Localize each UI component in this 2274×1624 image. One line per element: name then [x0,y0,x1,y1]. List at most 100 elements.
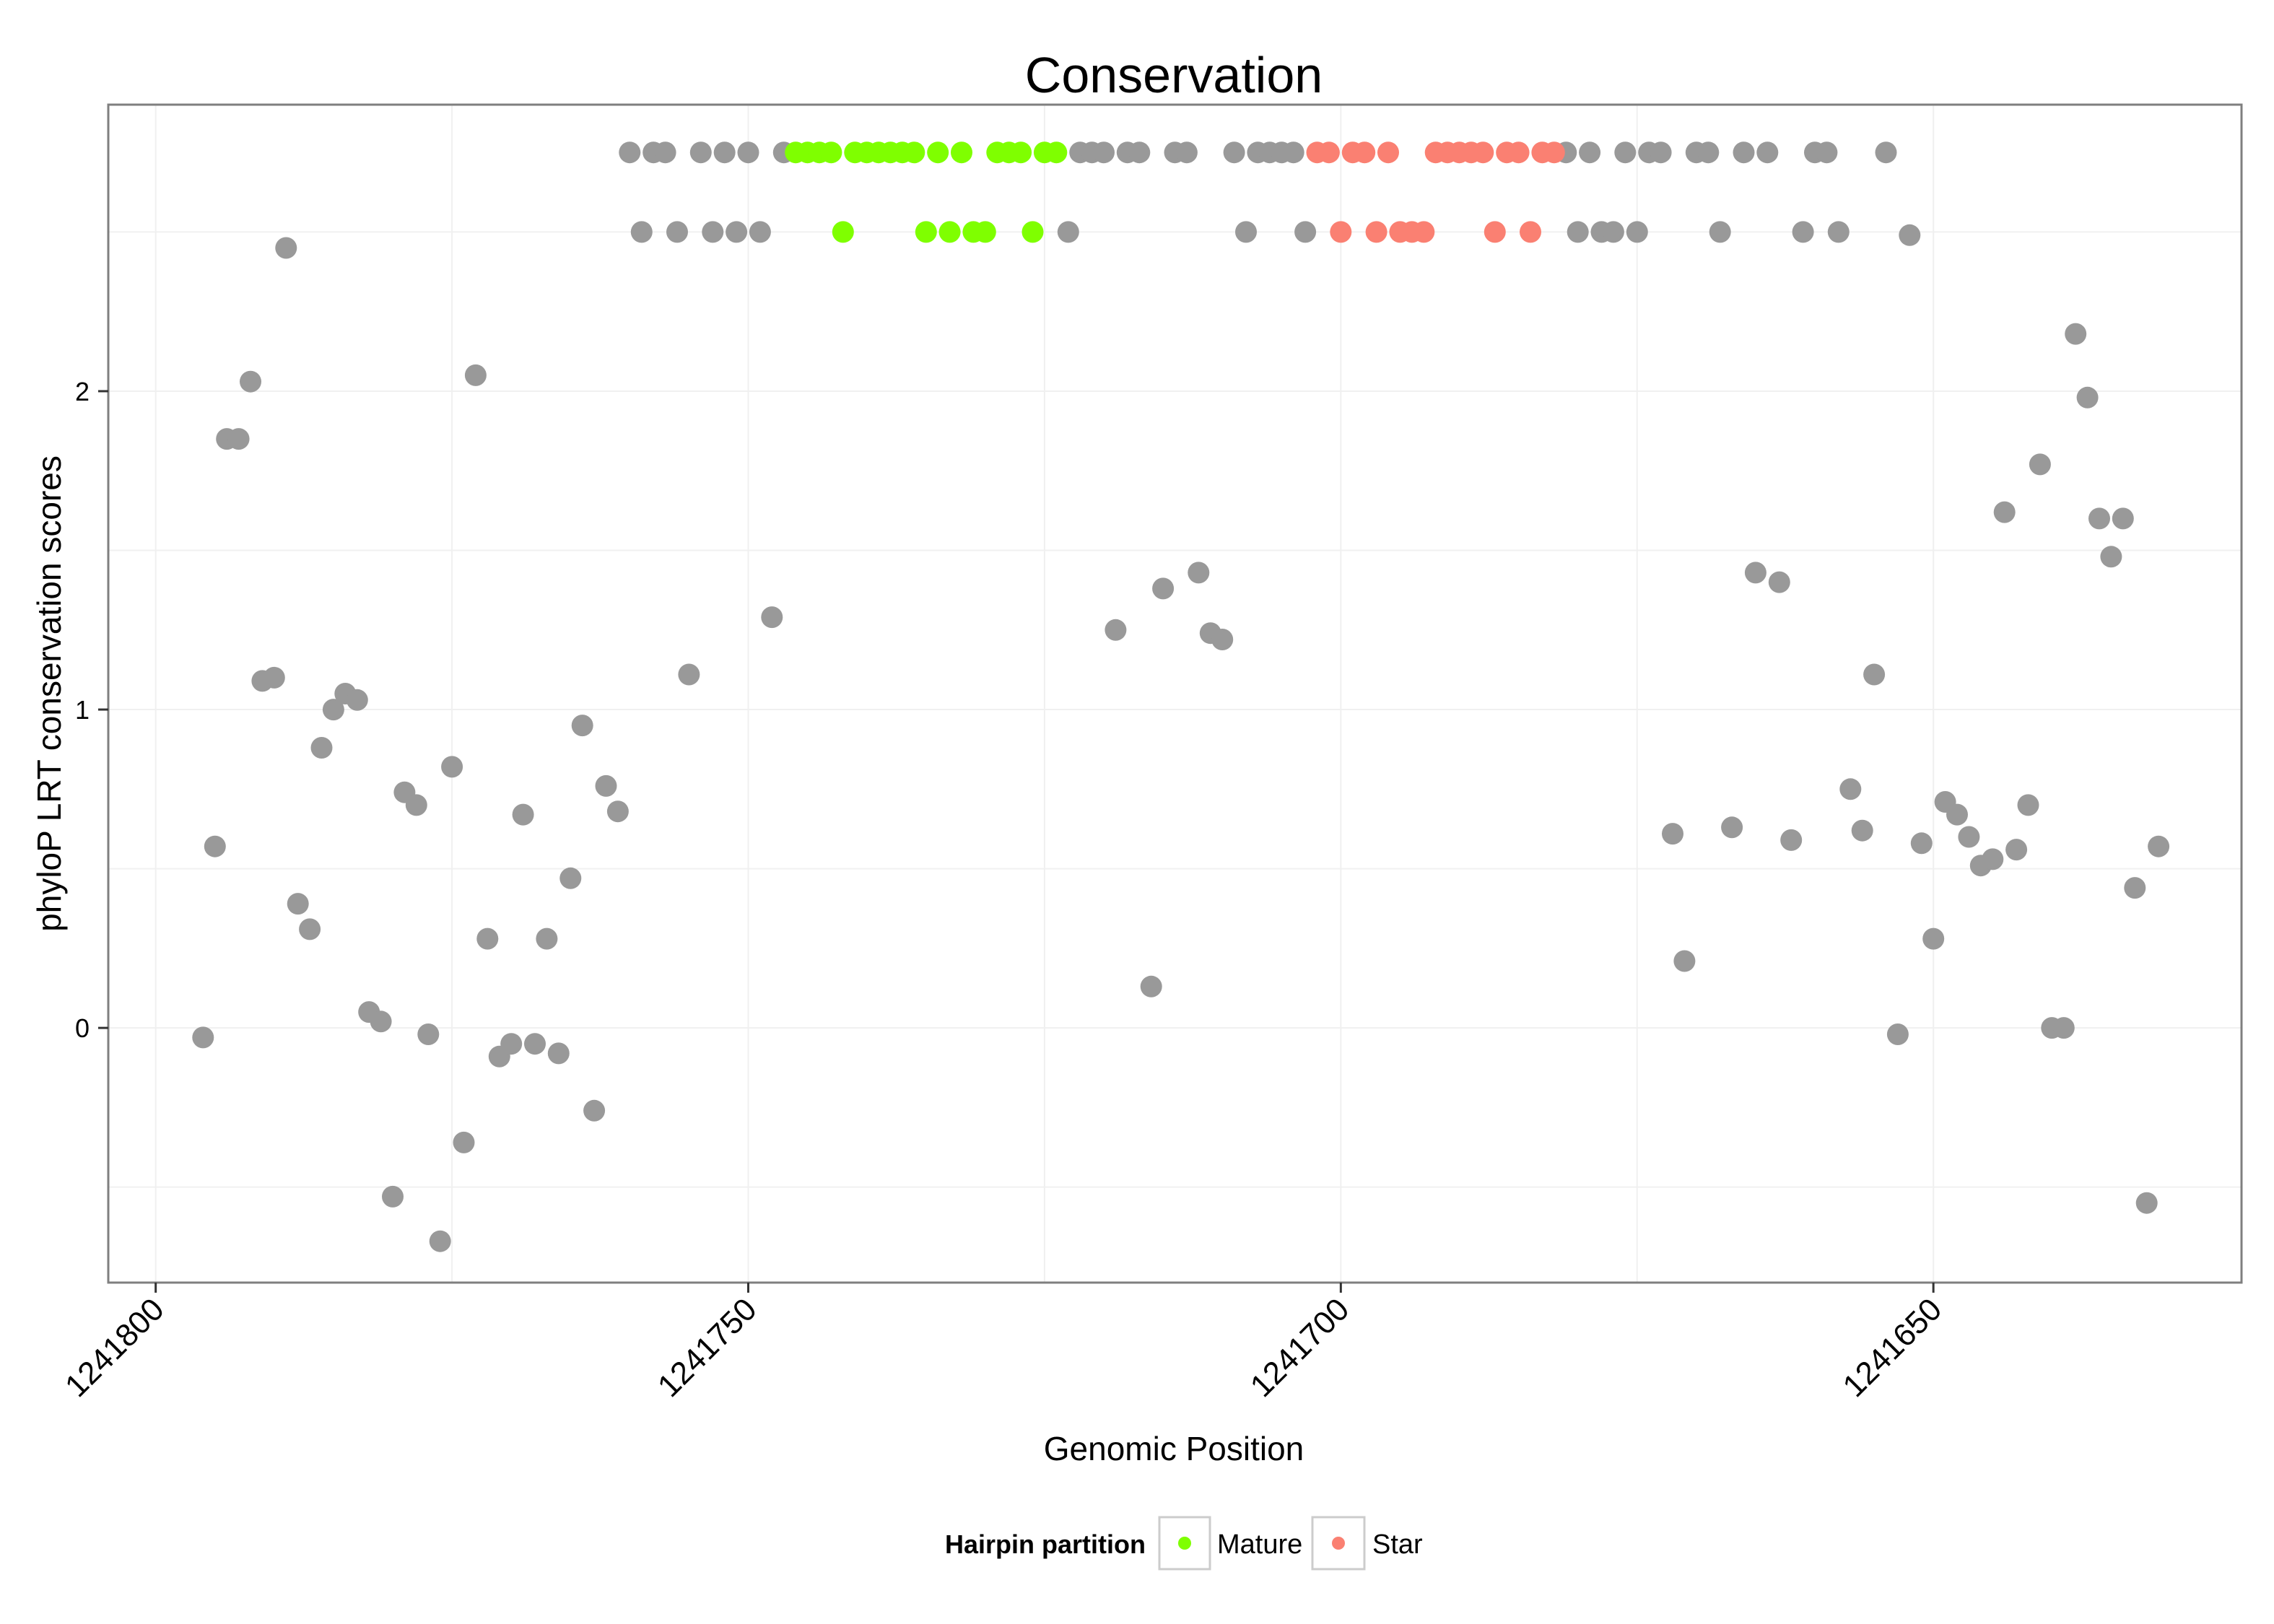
data-point-other [654,141,676,164]
data-point-other [227,428,250,450]
data-point-other [571,715,593,737]
data-point-other [310,737,333,759]
data-point-other [1875,141,1897,164]
data-point-other [275,237,297,259]
data-point-other [726,221,748,243]
axes: 1241800 1241750 1241700 1241650 0 1 2 [58,377,1948,1404]
data-point-mature [1010,141,1032,164]
data-point-other [1768,571,1790,593]
data-point-other [1673,950,1696,972]
data-point-mature [915,221,937,243]
data-point-mature [938,221,961,243]
data-point-other [1958,826,1980,848]
grid-lines [108,105,2242,1283]
data-point-other [761,606,783,629]
data-point-star [1365,221,1388,243]
data-point-other [2112,507,2134,530]
data-point-other [1093,141,1115,164]
data-point-other [1863,663,1886,686]
data-point-other [2065,323,2087,345]
data-point-star [1507,141,1530,164]
data-point-other [749,221,771,243]
data-point-other [1899,224,1921,246]
data-point-other [1910,832,1933,855]
data-point-other [2005,839,2028,861]
data-point-other [689,141,712,164]
data-point-other [1152,577,1175,600]
data-point-other [737,141,759,164]
data-point-other [263,666,285,689]
data-point-other [1140,975,1162,997]
data-point-other [1175,141,1198,164]
data-point-other [441,756,463,778]
data-point-other [559,867,582,889]
data-point-other [547,1042,570,1065]
data-point-other [1697,141,1720,164]
data-point-other [1567,221,1589,243]
data-point-other [192,1026,214,1049]
data-point-other [1946,803,1968,826]
data-point-other [287,893,309,915]
x-tick-label: 1241650 [1836,1291,1948,1404]
data-point-other [2100,546,2122,568]
data-point-other [2052,1017,2075,1039]
chart-title: Conservation [1025,47,1323,103]
data-point-other [630,221,653,243]
data-points [192,141,2170,1252]
legend-title: Hairpin partition [945,1529,1146,1559]
data-point-other [2135,1192,2158,1214]
data-point-other [1282,141,1304,164]
data-point-other [1922,927,1945,950]
data-point-other [1733,141,1755,164]
data-point-other [500,1033,523,1055]
data-point-other [1662,823,1683,845]
data-point-other [405,794,427,816]
data-point-other [1827,221,1850,243]
data-point-other [1294,221,1317,243]
legend-label-star: Star [1372,1529,1423,1560]
data-point-other [1993,501,2016,523]
data-point-other [713,141,736,164]
data-point-mature [820,141,842,164]
data-point-other [2076,386,2099,409]
x-tick-label: 1241800 [58,1291,171,1404]
data-point-other [1709,221,1731,243]
data-point-other [1602,221,1624,243]
x-tick-label: 1241700 [1244,1291,1356,1404]
data-point-other [1614,141,1637,164]
data-point-other [346,689,368,711]
data-point-other [536,927,558,950]
data-point-other [619,141,641,164]
y-axis-title: phyloP LRT conservation scores [30,455,68,932]
data-point-other [382,1185,404,1208]
data-point-other [1780,829,1803,851]
data-point-mature [1045,141,1068,164]
data-point-other [299,918,321,940]
data-point-other [1211,629,1234,650]
data-point-other [476,927,499,950]
data-point-star [1330,221,1352,243]
data-point-other [1188,562,1210,584]
data-point-star [1354,141,1376,164]
data-point-other [2029,453,2051,476]
data-point-other [1886,1023,1909,1045]
legend-dot-star [1332,1537,1345,1550]
data-point-other [370,1010,392,1033]
data-point-other [2088,507,2110,530]
data-point-other [1721,816,1743,839]
data-point-other [1851,819,1873,842]
data-point-other [2148,835,2170,857]
data-point-other [1105,619,1127,641]
data-point-other [678,663,700,686]
data-point-other [583,1099,606,1122]
data-point-star [1543,141,1565,164]
data-point-other [453,1131,475,1153]
data-point-other [1839,778,1862,800]
data-point-star [1472,141,1494,164]
y-tick-label: 2 [75,377,90,406]
legend-dot-mature [1178,1537,1191,1550]
data-point-star [1377,141,1399,164]
data-point-other [1792,221,1814,243]
data-point-other [1057,221,1079,243]
